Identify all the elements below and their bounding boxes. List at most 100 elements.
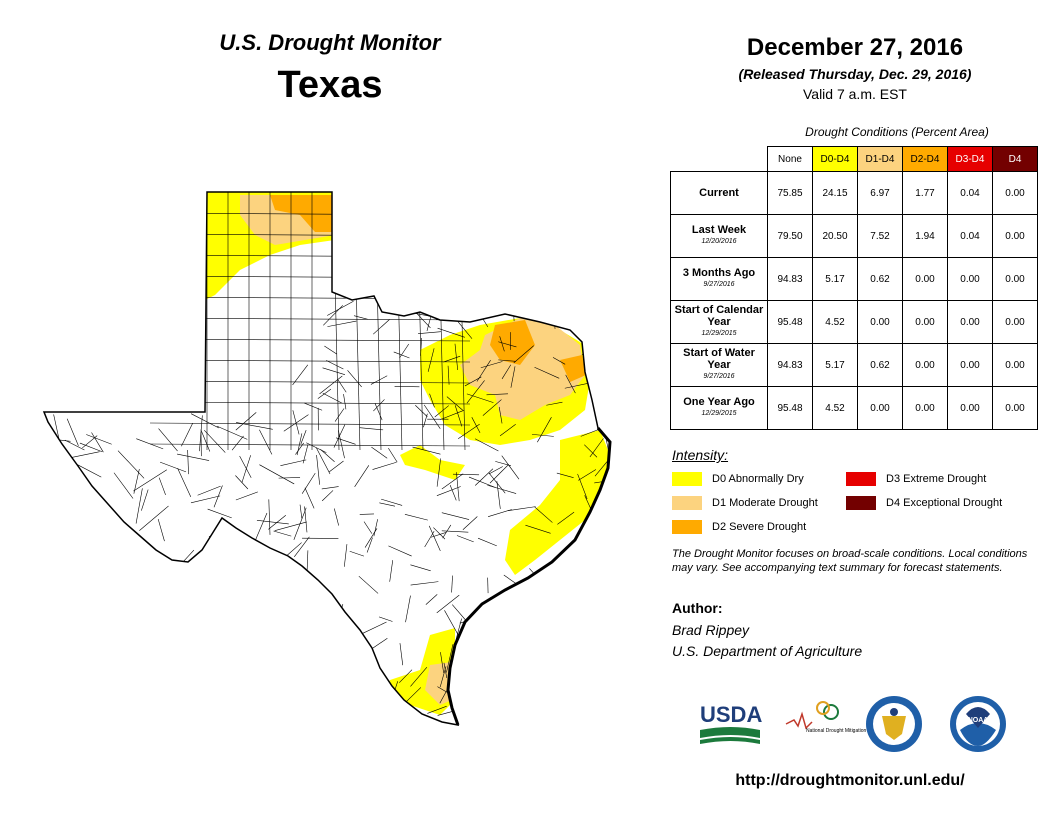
legend-swatch bbox=[672, 472, 702, 486]
table-row: 3 Months Ago 9/27/2016 94.83 5.17 0.62 0.00 0.… bbox=[670, 257, 1038, 301]
table-cell: 0.00 bbox=[947, 300, 993, 344]
table-cell: 0.00 bbox=[902, 257, 948, 301]
table-cell: 79.50 bbox=[767, 214, 813, 258]
table-cell: 94.83 bbox=[767, 257, 813, 301]
title-block: U.S. Drought Monitor Texas bbox=[150, 30, 510, 107]
table-row: One Year Ago 12/29/2015 95.48 4.52 0.00 0.00 0… bbox=[670, 386, 1038, 430]
valid-time: Valid 7 a.m. EST bbox=[802, 86, 907, 102]
row-label: Start of Calendar Year 12/29/2015 bbox=[670, 300, 768, 344]
texas-outline bbox=[44, 192, 610, 725]
partner-logos: USDA National Drought Mitigation Center … bbox=[700, 696, 1006, 752]
d2-area-northeast bbox=[490, 320, 535, 365]
table-cell: 0.62 bbox=[857, 343, 903, 387]
row-label-text: One Year Ago bbox=[683, 396, 755, 408]
doc-seal bbox=[866, 696, 922, 752]
table-cell: 0.00 bbox=[947, 343, 993, 387]
row-label: One Year Ago 12/29/2015 bbox=[670, 386, 768, 430]
table-cell: 0.04 bbox=[947, 214, 993, 258]
table-cell: 0.00 bbox=[947, 386, 993, 430]
row-label: Last Week 12/20/2016 bbox=[670, 214, 768, 258]
table-cell: 75.85 bbox=[767, 171, 813, 215]
table-cell: 5.17 bbox=[812, 257, 858, 301]
author-heading: Author: bbox=[672, 600, 723, 616]
ndmc-logo-text: National Drought Mitigation Center bbox=[806, 728, 883, 734]
legend-swatch bbox=[672, 520, 702, 534]
row-label: 3 Months Ago 9/27/2016 bbox=[670, 257, 768, 301]
column-header: D3-D4 bbox=[947, 146, 993, 172]
legend-swatch bbox=[672, 496, 702, 510]
table-cell: 0.00 bbox=[992, 386, 1038, 430]
table-cell: 6.97 bbox=[857, 171, 903, 215]
website-link[interactable]: http://droughtmonitor.unl.edu/ bbox=[735, 772, 965, 789]
table-cell: 20.50 bbox=[812, 214, 858, 258]
table-cell: 0.00 bbox=[902, 386, 948, 430]
table-cell: 0.00 bbox=[992, 300, 1038, 344]
legend-label: D3 Extreme Drought bbox=[886, 473, 987, 485]
column-header: D1-D4 bbox=[857, 146, 903, 172]
usda-logo-text: USDA bbox=[700, 702, 762, 727]
table-cell: 0.00 bbox=[992, 214, 1038, 258]
legend-title: Intensity: bbox=[672, 447, 729, 463]
table-cell: 0.00 bbox=[992, 257, 1038, 301]
table-cell: 24.15 bbox=[812, 171, 858, 215]
legend-label: D0 Abnormally Dry bbox=[712, 473, 804, 485]
row-label: Current bbox=[670, 171, 768, 215]
gulf-coastline bbox=[446, 427, 612, 726]
state-title: Texas bbox=[277, 64, 383, 106]
table-cell: 0.00 bbox=[947, 257, 993, 301]
table-cell: 5.17 bbox=[812, 343, 858, 387]
table-row: Last Week 12/20/2016 79.50 20.50 7.52 1.94 0.0… bbox=[670, 214, 1038, 258]
table-row: Start of Calendar Year 12/29/2015 95.48 4.5… bbox=[670, 300, 1038, 344]
table-cell: 0.00 bbox=[857, 300, 903, 344]
table-cell: 0.00 bbox=[902, 300, 948, 344]
noaa-logo: NOAA bbox=[950, 696, 1006, 752]
d2-area-panhandle bbox=[270, 195, 335, 232]
table-cell: 4.52 bbox=[812, 386, 858, 430]
drought-conditions-table: None D0-D4 D1-D4 D2-D4 D3-D4 D4 Current 75.85 24… bbox=[670, 146, 1038, 430]
table-caption: Drought Conditions (Percent Area) bbox=[805, 125, 989, 139]
table-cell: 4.52 bbox=[812, 300, 858, 344]
table-header-row: None D0-D4 D1-D4 D2-D4 D3-D4 D4 bbox=[671, 146, 1038, 172]
d0-area-central bbox=[400, 445, 465, 480]
table-cell: 1.94 bbox=[902, 214, 948, 258]
legend-swatch bbox=[846, 496, 876, 510]
table-row: Current 75.85 24.15 6.97 1.77 0.04 0.00 bbox=[670, 171, 1038, 215]
table-cell: 1.77 bbox=[902, 171, 948, 215]
table-cell: 0.00 bbox=[857, 386, 903, 430]
map-date: December 27, 2016 bbox=[746, 34, 964, 61]
row-label-text: Start of Water Year bbox=[683, 347, 755, 371]
row-date: 12/20/2016 bbox=[701, 238, 737, 245]
legend-label: D2 Severe Drought bbox=[712, 521, 807, 533]
table-cell: 0.62 bbox=[857, 257, 903, 301]
legend-swatch bbox=[846, 472, 876, 486]
usda-logo: USDA bbox=[700, 702, 762, 744]
row-label-text: Last Week bbox=[691, 224, 747, 236]
texas-drought-map bbox=[42, 191, 612, 726]
table-cell: 0.04 bbox=[947, 171, 993, 215]
row-date: 9/27/2016 bbox=[703, 281, 735, 288]
table-cell: 0.00 bbox=[992, 343, 1038, 387]
disclaimer-note: The Drought Monitor focuses on broad-sca… bbox=[672, 548, 1028, 574]
d2-area-east bbox=[560, 355, 586, 382]
table-cell: 7.52 bbox=[857, 214, 903, 258]
table-cell: 95.48 bbox=[767, 300, 813, 344]
legend-label: D4 Exceptional Drought bbox=[886, 497, 1003, 509]
column-header: D2-D4 bbox=[902, 146, 948, 172]
date-block: December 27, 2016 (Released Thursday, De… bbox=[680, 34, 1030, 102]
d0-area-east bbox=[505, 430, 610, 575]
legend-label: D1 Moderate Drought bbox=[712, 497, 818, 509]
d1-area-south bbox=[425, 662, 452, 705]
ndmc-logo: National Drought Mitigation Center bbox=[785, 701, 883, 734]
table-cell: 95.48 bbox=[767, 386, 813, 430]
row-label-text: 3 Months Ago bbox=[682, 267, 756, 279]
table-corner bbox=[671, 147, 768, 172]
noaa-logo-text: NOAA bbox=[968, 717, 989, 724]
row-date: 12/29/2015 bbox=[701, 410, 737, 417]
row-label: Start of Water Year 9/27/2016 bbox=[670, 343, 768, 387]
author-block: Brad Rippey U.S. Department of Agricultu… bbox=[672, 620, 862, 662]
row-label-text: Start of Calendar Year bbox=[674, 304, 764, 328]
table-cell: 0.00 bbox=[902, 343, 948, 387]
column-header: D0-D4 bbox=[812, 146, 858, 172]
table-cell: 94.83 bbox=[767, 343, 813, 387]
column-header: D4 bbox=[992, 146, 1038, 172]
